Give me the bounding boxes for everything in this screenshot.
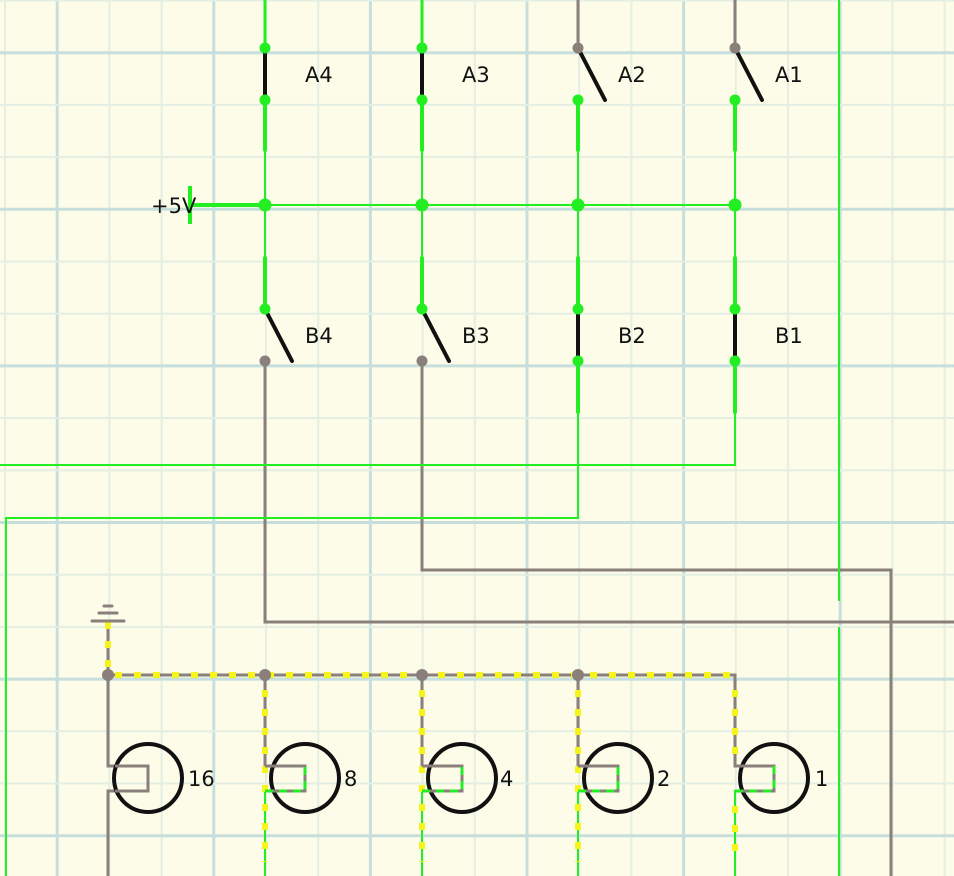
lamp-4-label: 4	[500, 767, 513, 791]
contact-b2-bottom	[572, 355, 584, 367]
junction-lamp2-bus	[572, 669, 584, 681]
switch-b4-lever[interactable]	[263, 307, 294, 363]
contact-a3-top	[416, 42, 428, 54]
lamp-2-filament-glow	[578, 766, 620, 793]
junction-bus-1	[728, 198, 742, 212]
junction-bus-4	[258, 198, 272, 212]
supply-terminal[interactable]: +5V	[151, 186, 197, 224]
lamp-1-label: 1	[815, 767, 828, 791]
lamp-2-ring	[582, 742, 654, 814]
contact-a1-bottom	[729, 94, 741, 106]
lamp-16-filament	[115, 764, 150, 793]
lamp-2[interactable]: 2	[578, 742, 670, 814]
contact-b1-bottom	[729, 355, 741, 367]
wire-b4-output	[263, 359, 954, 624]
contact-b4-bottom	[259, 355, 271, 367]
contact-b2-top	[572, 303, 584, 315]
switch-b3-lever[interactable]	[420, 307, 451, 363]
contact-b3-bottom	[416, 355, 428, 367]
ground-icon	[90, 604, 126, 623]
switch-b4-label: B4	[305, 324, 333, 348]
switch-a1-label: A1	[775, 63, 803, 87]
lamp-8-filament-glow	[265, 766, 307, 793]
contact-a3-bottom	[416, 94, 428, 106]
switch-b3-label: B3	[462, 324, 490, 348]
wire-b2-output	[5, 360, 579, 876]
contact-b1-top	[729, 303, 741, 315]
contact-b4-top	[259, 303, 271, 315]
junction-bus-2	[571, 198, 585, 212]
contact-a1-top	[729, 42, 741, 54]
junctions	[102, 42, 742, 681]
junction-ground-bus	[102, 669, 114, 681]
lamp-8[interactable]: 8	[265, 742, 357, 814]
switch-labels: A4 A3 A2 A1 B4 B3 B2 B1	[305, 63, 803, 348]
switch-a3-label: A3	[462, 63, 490, 87]
switch-a2-lever[interactable]	[576, 46, 607, 102]
contact-a2-top	[572, 42, 584, 54]
lamp-16-label: 16	[188, 767, 215, 791]
junction-bus-3	[415, 198, 429, 212]
junction-lamp4-bus	[416, 669, 428, 681]
lamp-2-label: 2	[657, 767, 670, 791]
lamp-4[interactable]: 4	[422, 742, 513, 814]
lamp-16[interactable]: 16	[112, 742, 215, 814]
contact-a2-bottom	[572, 94, 584, 106]
lamp-4-ring	[426, 742, 498, 814]
switch-a4-label: A4	[305, 63, 333, 87]
lamp-16-ring	[112, 742, 184, 814]
supply-label: +5V	[151, 194, 197, 218]
switch-a1-lever[interactable]	[733, 46, 764, 102]
contact-a4-bottom	[259, 94, 271, 106]
switch-b1-label: B1	[775, 324, 803, 348]
lamp-4-filament-glow	[422, 766, 464, 793]
live-wire-highlights	[263, 98, 737, 414]
lamp-8-ring	[269, 742, 341, 814]
lamp-1[interactable]: 1	[735, 742, 828, 814]
contact-b3-top	[416, 303, 428, 315]
lamp-8-label: 8	[344, 767, 357, 791]
junction-lamp8-bus	[259, 669, 271, 681]
switch-a2-label: A2	[618, 63, 646, 87]
lamp-1-ring	[738, 742, 810, 814]
switch-b2-label: B2	[618, 324, 646, 348]
switch-levers	[263, 46, 764, 363]
contact-a4-top	[259, 42, 271, 54]
